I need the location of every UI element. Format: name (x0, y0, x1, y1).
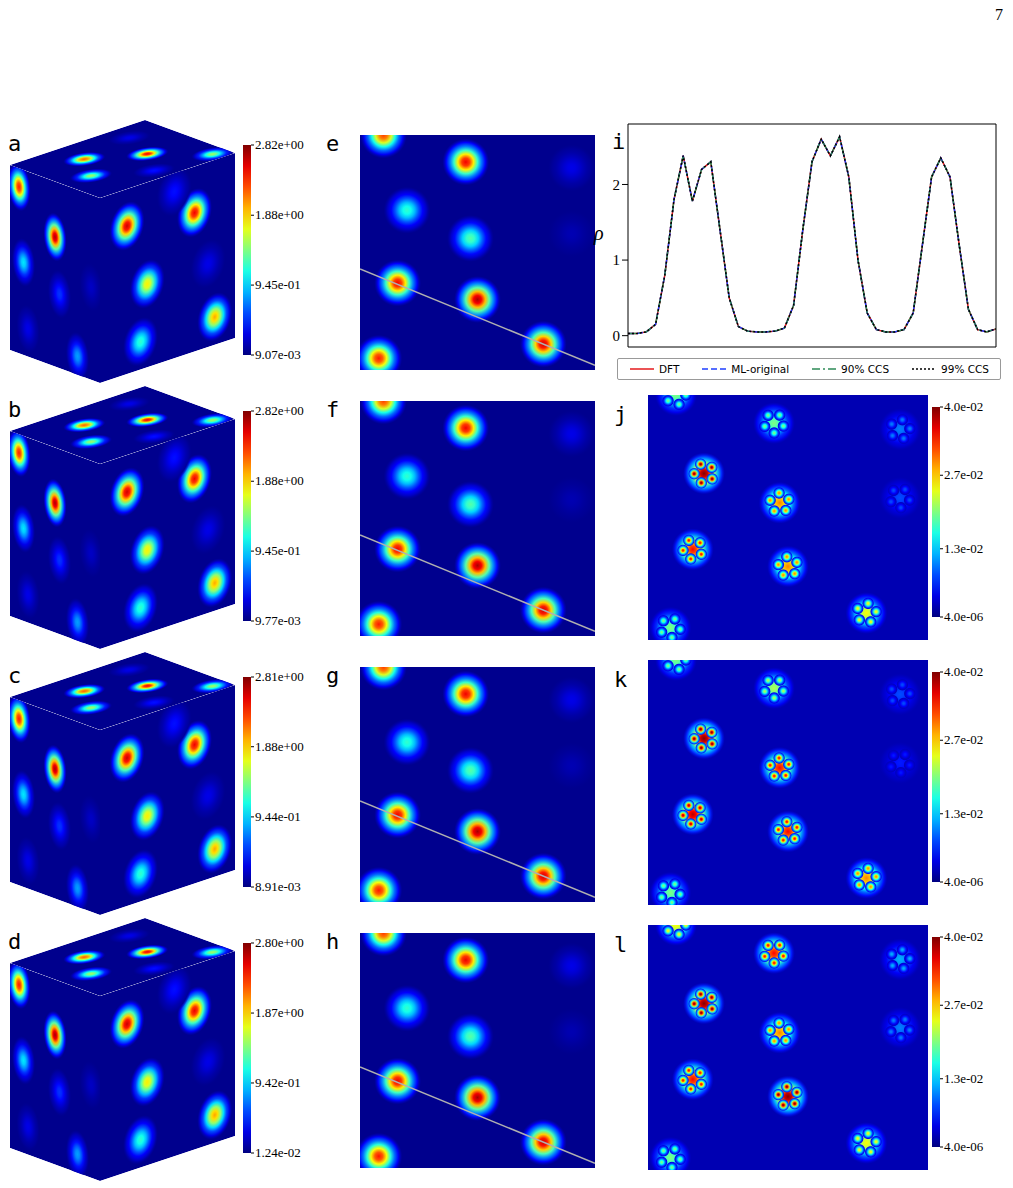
html-text:f: f (326, 397, 340, 422)
svg-text:2.7e-02: 2.7e-02 (944, 467, 983, 482)
html-text:99% CCS: 99% CCS (941, 363, 989, 375)
svg-text:9.44e-01: 9.44e-01 (255, 809, 301, 824)
svg-text:8.91e-03: 8.91e-03 (255, 879, 301, 894)
svg-text:1.88e+00: 1.88e+00 (255, 207, 304, 222)
html-text:g: g (326, 663, 340, 688)
html-text:d: d (8, 929, 22, 954)
svg-text:4.0e-06: 4.0e-06 (944, 1139, 984, 1154)
html-text:DFT: DFT (659, 363, 680, 375)
html-text:l: l (614, 932, 628, 957)
svg-text:1.87e+00: 1.87e+00 (255, 1005, 304, 1020)
svg-text:9.45e-01: 9.45e-01 (255, 277, 301, 292)
html-text:7: 7 (995, 6, 1003, 23)
html-text:a: a (8, 131, 22, 156)
svg-text:9.07e-03: 9.07e-03 (255, 347, 301, 362)
svg-text:2.7e-02: 2.7e-02 (944, 997, 983, 1012)
svg-text:2.81e+00: 2.81e+00 (255, 669, 304, 684)
html-text:h: h (326, 929, 340, 954)
svg-text:2: 2 (613, 177, 621, 193)
svg-text:1.88e+00: 1.88e+00 (255, 739, 304, 754)
svg-text:1: 1 (613, 252, 621, 268)
svg-text:1.24e-02: 1.24e-02 (255, 1145, 301, 1160)
html-text:b: b (8, 397, 22, 422)
svg-text:2.7e-02: 2.7e-02 (944, 732, 983, 747)
html-text:e: e (326, 131, 340, 156)
svg-text:2.80e+00: 2.80e+00 (255, 935, 304, 950)
svg-text:9.42e-01: 9.42e-01 (255, 1075, 301, 1090)
svg-text:4.0e-02: 4.0e-02 (944, 399, 983, 414)
svg-text:1.3e-02: 1.3e-02 (944, 1071, 983, 1086)
svg-text:4.0e-02: 4.0e-02 (944, 929, 983, 944)
svg-text:4.0e-06: 4.0e-06 (944, 874, 984, 889)
svg-text:9.77e-03: 9.77e-03 (255, 613, 301, 628)
svg-text:1.88e+00: 1.88e+00 (255, 473, 304, 488)
html-text:ρ: ρ (594, 222, 604, 244)
html-text:ML-original: ML-original (731, 363, 790, 375)
svg-text:9.45e-01: 9.45e-01 (255, 543, 301, 558)
svg-text:4.0e-02: 4.0e-02 (944, 664, 983, 679)
svg-text:4.0e-06: 4.0e-06 (944, 609, 984, 624)
html-text:90% CCS: 90% CCS (841, 363, 890, 375)
svg-text:2.82e+00: 2.82e+00 (255, 403, 304, 418)
svg-text:2.82e+00: 2.82e+00 (255, 137, 304, 152)
html-text:k: k (614, 667, 628, 692)
html-text:i: i (612, 129, 626, 154)
html-text:j: j (614, 402, 628, 427)
svg-text:0: 0 (613, 328, 621, 344)
svg-text:1.3e-02: 1.3e-02 (944, 541, 983, 556)
svg-text:1.3e-02: 1.3e-02 (944, 806, 983, 821)
html-text:c: c (8, 663, 22, 688)
